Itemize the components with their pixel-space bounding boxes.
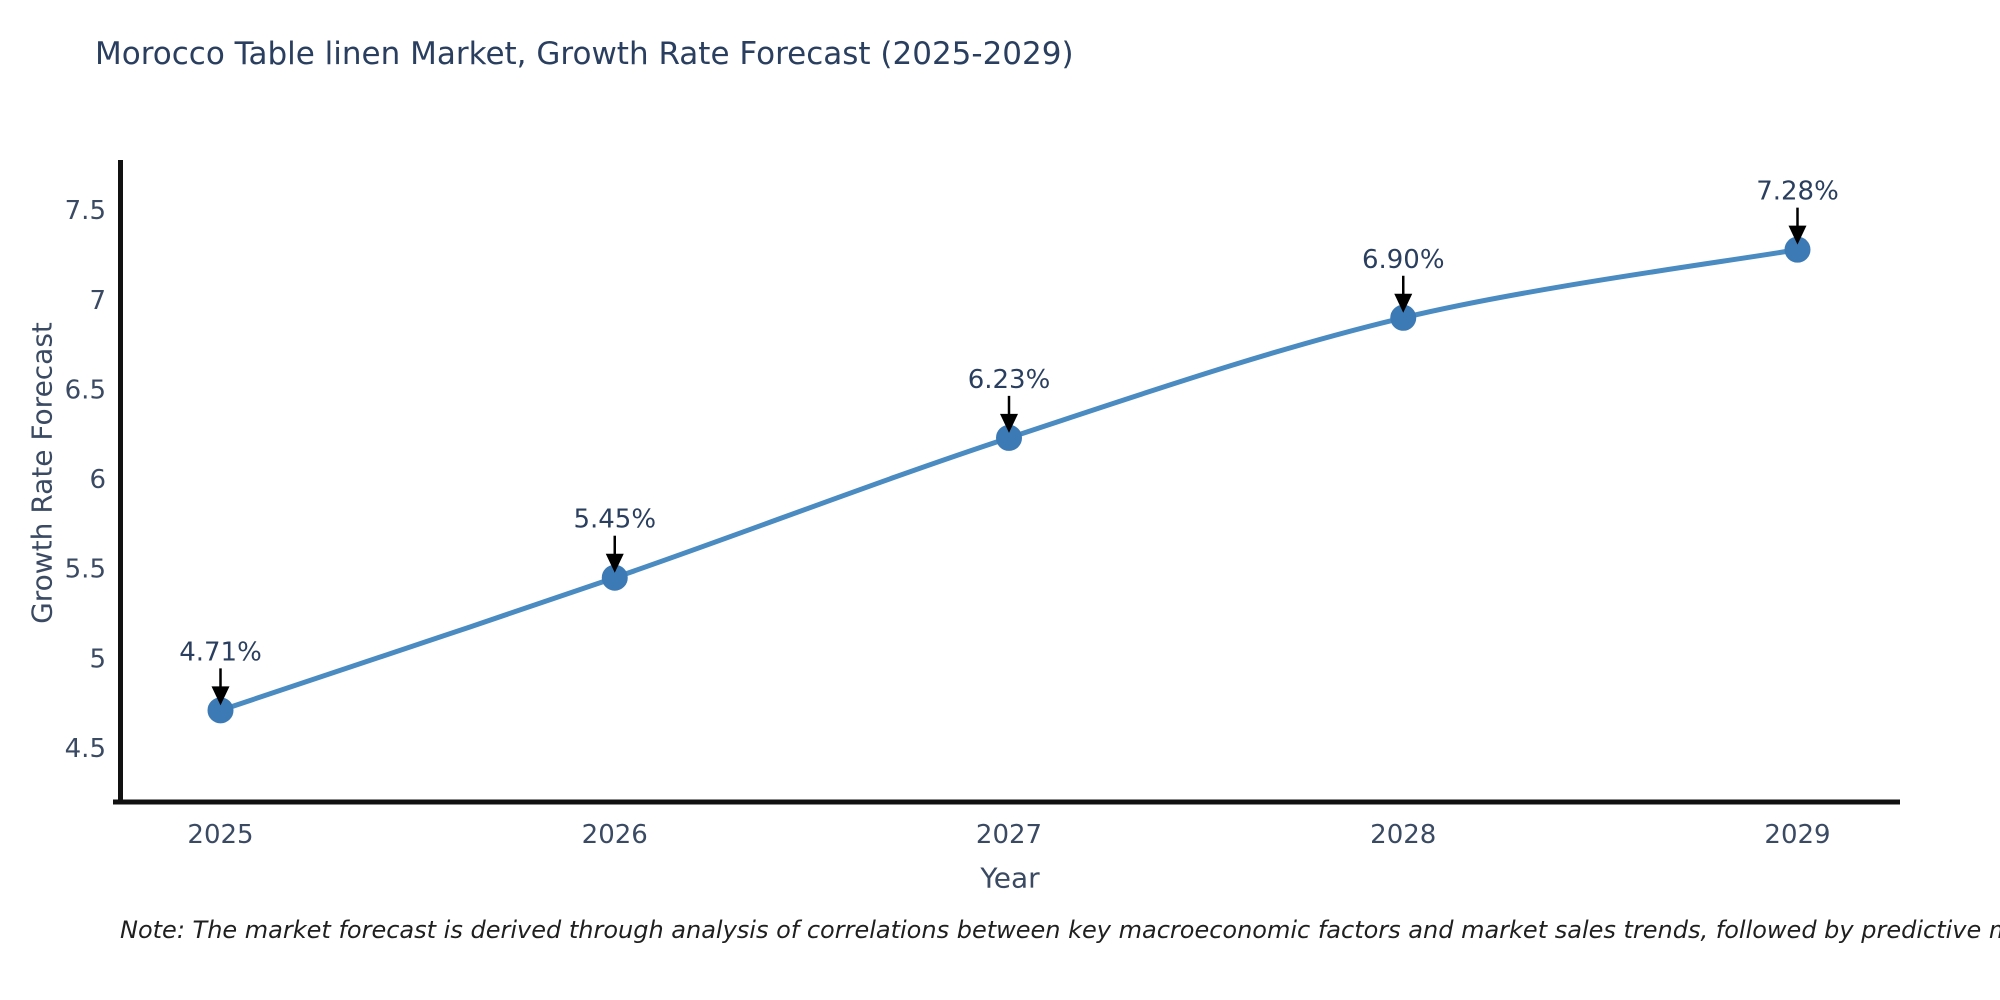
annotation-label: 4.71% <box>179 637 262 667</box>
annotation-arrowhead <box>605 553 624 573</box>
y-tick-label: 7 <box>89 286 106 316</box>
annotation-arrowhead <box>1000 413 1018 433</box>
y-tick-label: 6.5 <box>65 375 106 405</box>
y-axis-title: Growth Rate Forecast <box>25 322 59 624</box>
annotation-arrowhead <box>1788 225 1807 245</box>
footnote: Note: The market forecast is derived thr… <box>120 916 2000 944</box>
y-tick-label: 5 <box>89 644 106 674</box>
y-tick-label: 7.5 <box>65 196 106 226</box>
annotation-label: 6.23% <box>968 365 1051 395</box>
x-tick-label: 2029 <box>1764 820 1830 850</box>
y-tick-label: 5.5 <box>65 555 106 585</box>
annotation-label: 5.45% <box>573 505 656 535</box>
annotation-label: 6.90% <box>1362 245 1445 275</box>
x-tick-label: 2028 <box>1370 820 1436 850</box>
annotation-label: 7.28% <box>1756 177 1839 207</box>
annotation-arrowhead <box>211 686 230 706</box>
y-tick-label: 4.5 <box>65 734 106 764</box>
chart-title: Morocco Table linen Market, Growth Rate … <box>95 36 1074 72</box>
y-tick-label: 6 <box>89 465 106 495</box>
annotation-arrowhead <box>1394 293 1413 313</box>
forecast-line <box>218 247 1800 713</box>
x-tick-label: 2025 <box>187 820 253 850</box>
x-tick-label: 2026 <box>582 820 648 850</box>
x-tick-label: 2027 <box>976 820 1042 850</box>
x-axis-title: Year <box>980 861 1040 895</box>
